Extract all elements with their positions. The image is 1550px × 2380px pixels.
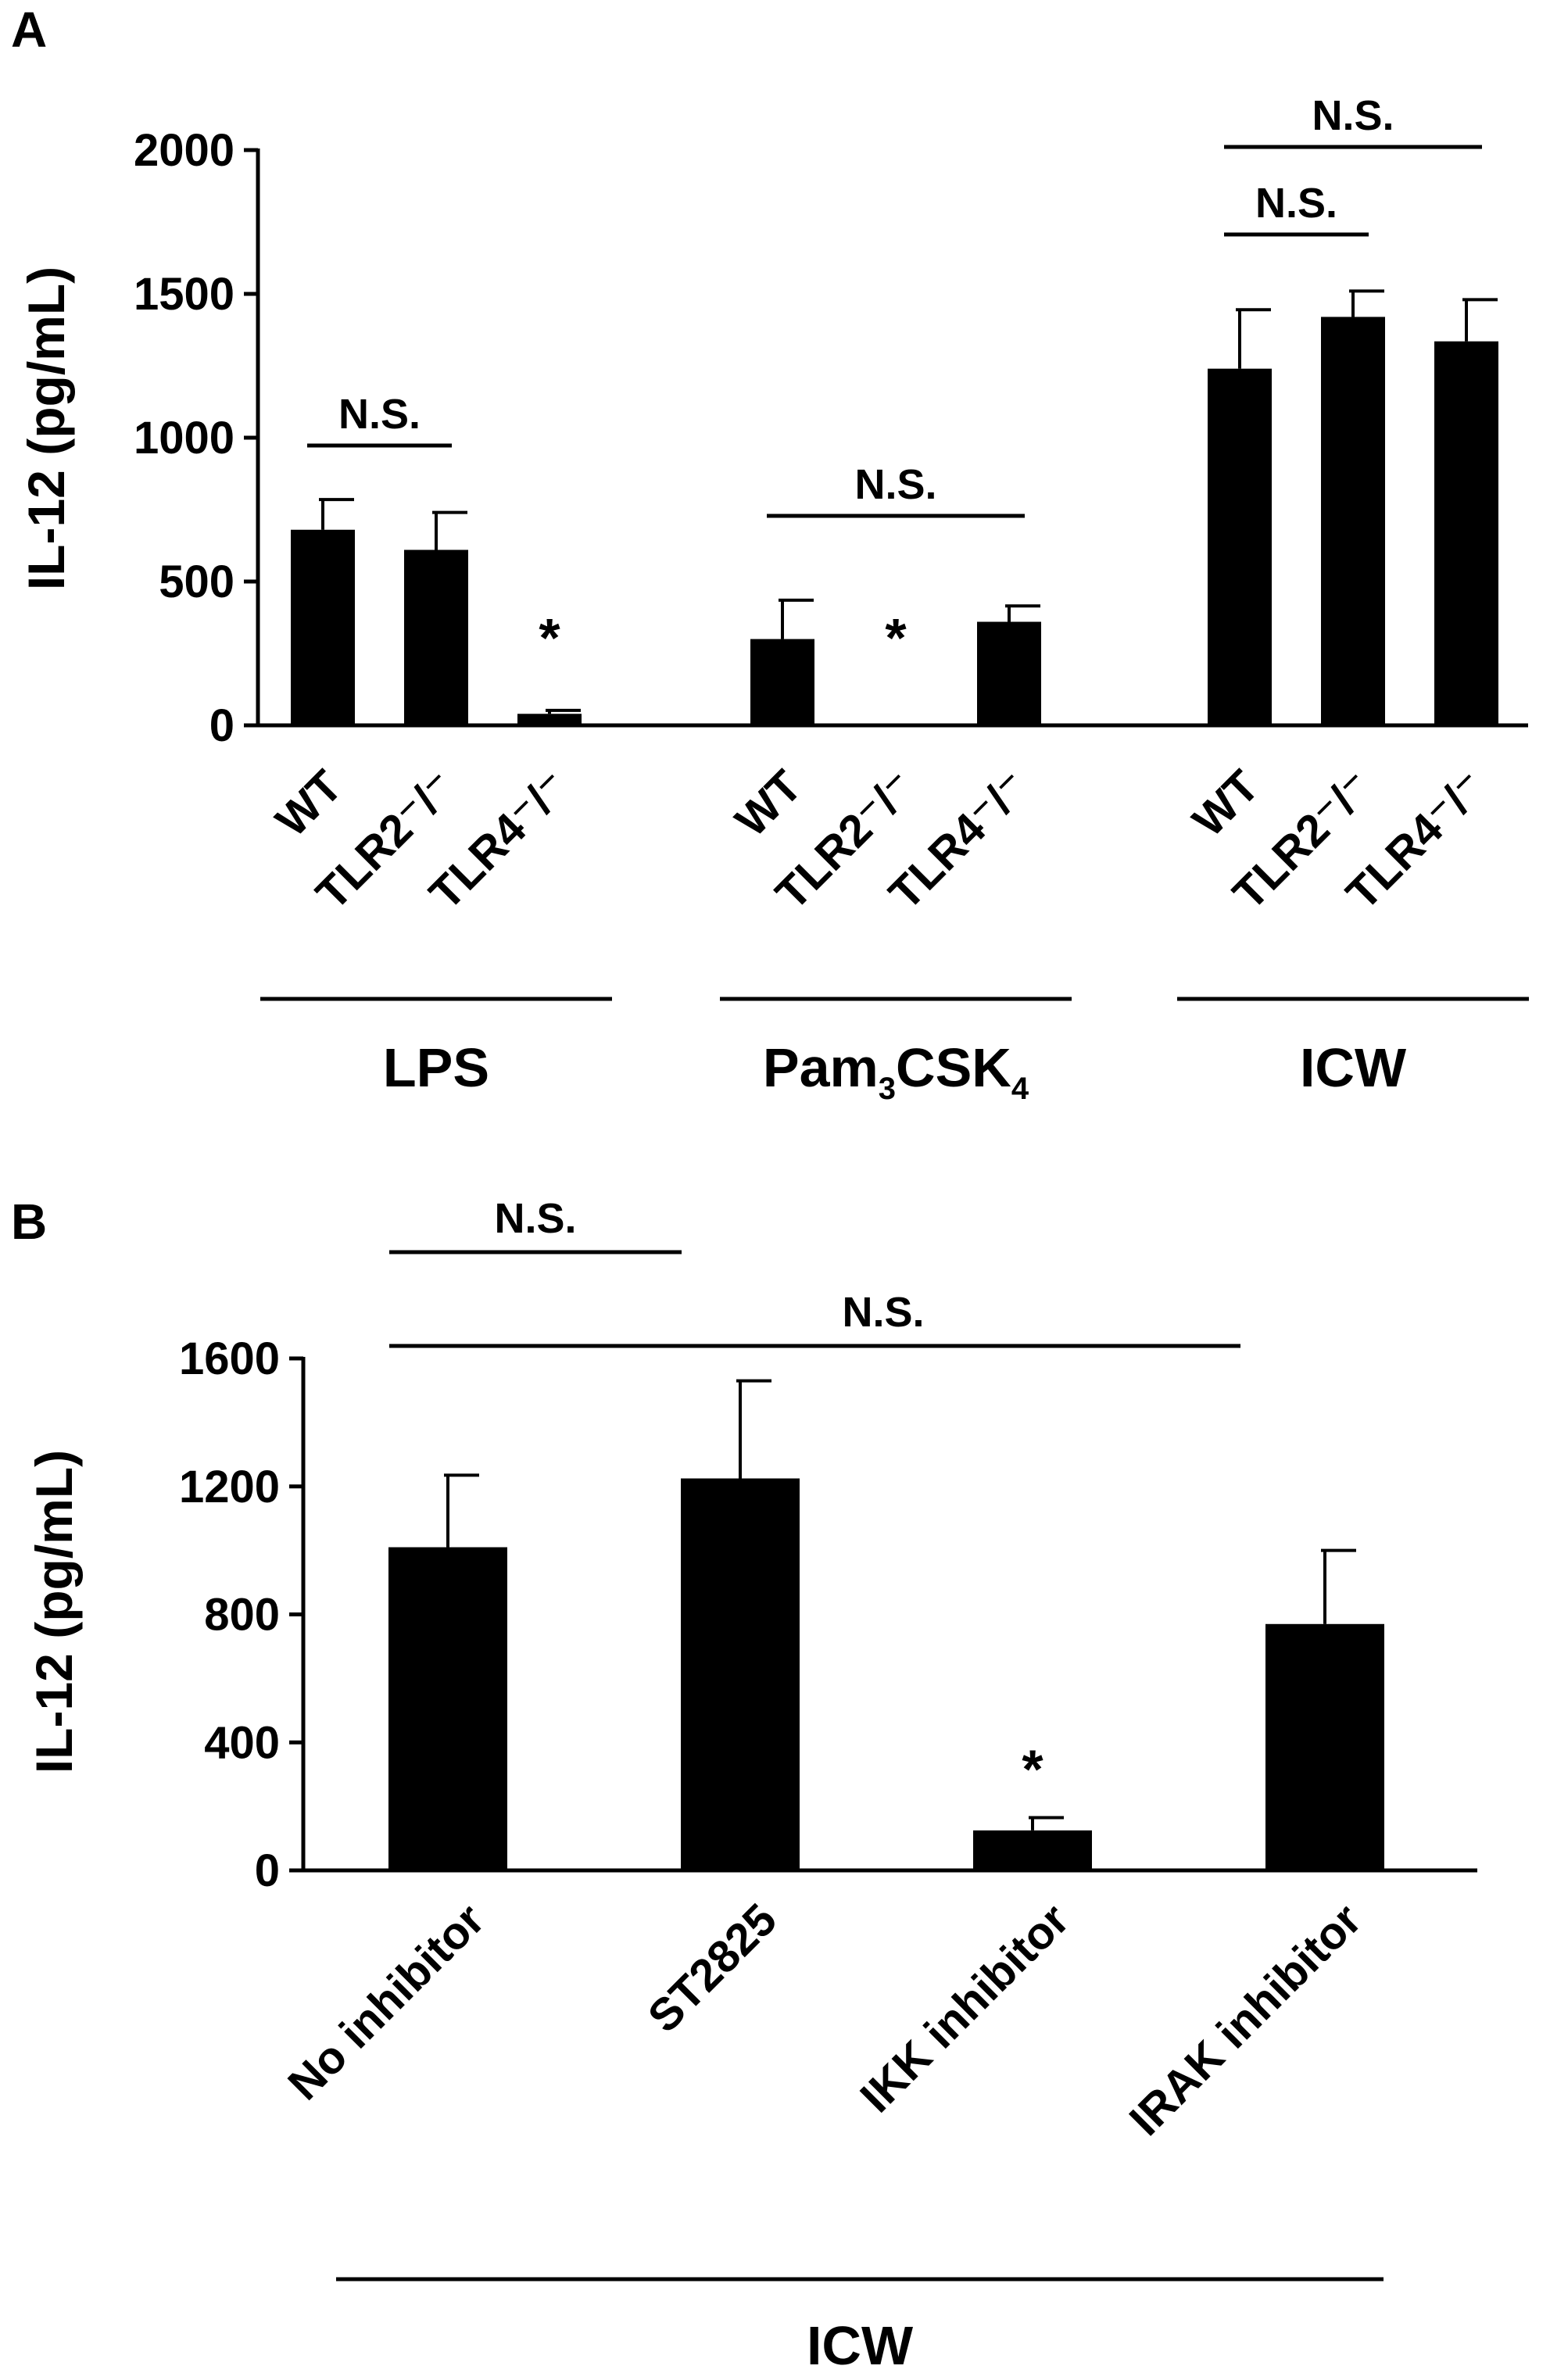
- bar-icw-2: [1434, 341, 1498, 725]
- significance-star: *: [1022, 1738, 1043, 1799]
- group-label-icw: ICW: [1300, 1037, 1406, 1098]
- bar-0: [388, 1547, 507, 1870]
- panel-a-group-labels: LPS Pam3CSK4 ICW: [383, 1037, 1406, 1106]
- significance-label: N.S.: [854, 461, 936, 508]
- y-tick-label: 400: [204, 1717, 280, 1768]
- significance-star: *: [539, 607, 560, 668]
- category-label: IRAK inhibitor: [1120, 1894, 1372, 2146]
- bar-pam-1: [864, 724, 928, 727]
- bar-lps-2: [517, 714, 582, 725]
- panel-a-y-axis-label: IL-12 (pg/mL): [17, 267, 75, 590]
- panel-a-y-ticks: 0 500 1000 1500 2000: [134, 125, 1528, 751]
- panel-b-letter: B: [11, 1194, 47, 1250]
- bar-2: [973, 1830, 1092, 1870]
- significance-star: *: [885, 607, 907, 668]
- y-tick-label: 1000: [134, 413, 234, 463]
- panel-b-bars: *: [388, 1379, 1384, 1870]
- y-tick-label: 0: [209, 700, 234, 751]
- y-tick-label: 800: [204, 1590, 280, 1641]
- panel-a-significance: N.S. N.S. N.S. N.S.: [307, 92, 1482, 518]
- category-label: WT: [1183, 761, 1269, 846]
- y-tick-label: 1200: [179, 1462, 280, 1512]
- group-label-pam3csk4-sub-1: 3: [879, 1072, 896, 1106]
- group-label-pam3csk4: Pam3CSK4: [763, 1037, 1029, 1106]
- y-tick-label: 500: [159, 557, 234, 607]
- significance-label: N.S.: [842, 1289, 924, 1336]
- panel-a-letter: A: [11, 2, 47, 58]
- category-label: IKK inhibitor: [850, 1894, 1079, 2122]
- category-label: ST2825: [639, 1894, 787, 2042]
- category-label: WT: [266, 761, 352, 846]
- bar-lps-0: [291, 529, 355, 725]
- panel-b: B IL-12 (pg/mL) 0 400 800 1200 1600 * No inh…: [11, 1194, 1477, 2376]
- group-label-lps: LPS: [383, 1037, 489, 1098]
- panel-b-category-labels: No inhibitor ST2825 IKK inhibitor IRAK inhi…: [278, 1894, 1371, 2146]
- bar-icw-0: [1208, 368, 1272, 725]
- y-tick-label: 1500: [134, 269, 234, 320]
- bar-pam-2: [977, 621, 1041, 725]
- y-tick-label: 0: [255, 1845, 280, 1896]
- category-label: No inhibitor: [278, 1894, 494, 2110]
- significance-label: N.S.: [1255, 180, 1337, 227]
- bar-1: [681, 1478, 800, 1870]
- significance-label: N.S.: [494, 1195, 576, 1242]
- group-label-icw-b: ICW: [807, 2315, 913, 2376]
- bar-lps-1: [404, 549, 468, 725]
- y-tick-label: 1600: [179, 1333, 280, 1384]
- panel-a-bars: * *: [291, 289, 1498, 727]
- significance-label: N.S.: [1312, 92, 1394, 139]
- group-label-pam3csk4-sub-2: 4: [1011, 1072, 1029, 1106]
- bar-icw-1: [1321, 317, 1385, 725]
- panel-b-y-axis-label: IL-12 (pg/mL): [25, 1450, 83, 1773]
- bar-pam-0: [750, 639, 814, 725]
- panel-b-significance: N.S. N.S.: [389, 1195, 1240, 1348]
- bar-3: [1265, 1623, 1384, 1870]
- group-label-pam3csk4-part-2: CSK: [896, 1037, 1011, 1098]
- category-label: WT: [725, 761, 811, 846]
- y-tick-label: 2000: [134, 125, 234, 176]
- significance-label: N.S.: [338, 391, 421, 438]
- group-label-pam3csk4-part-1: Pam: [763, 1037, 879, 1098]
